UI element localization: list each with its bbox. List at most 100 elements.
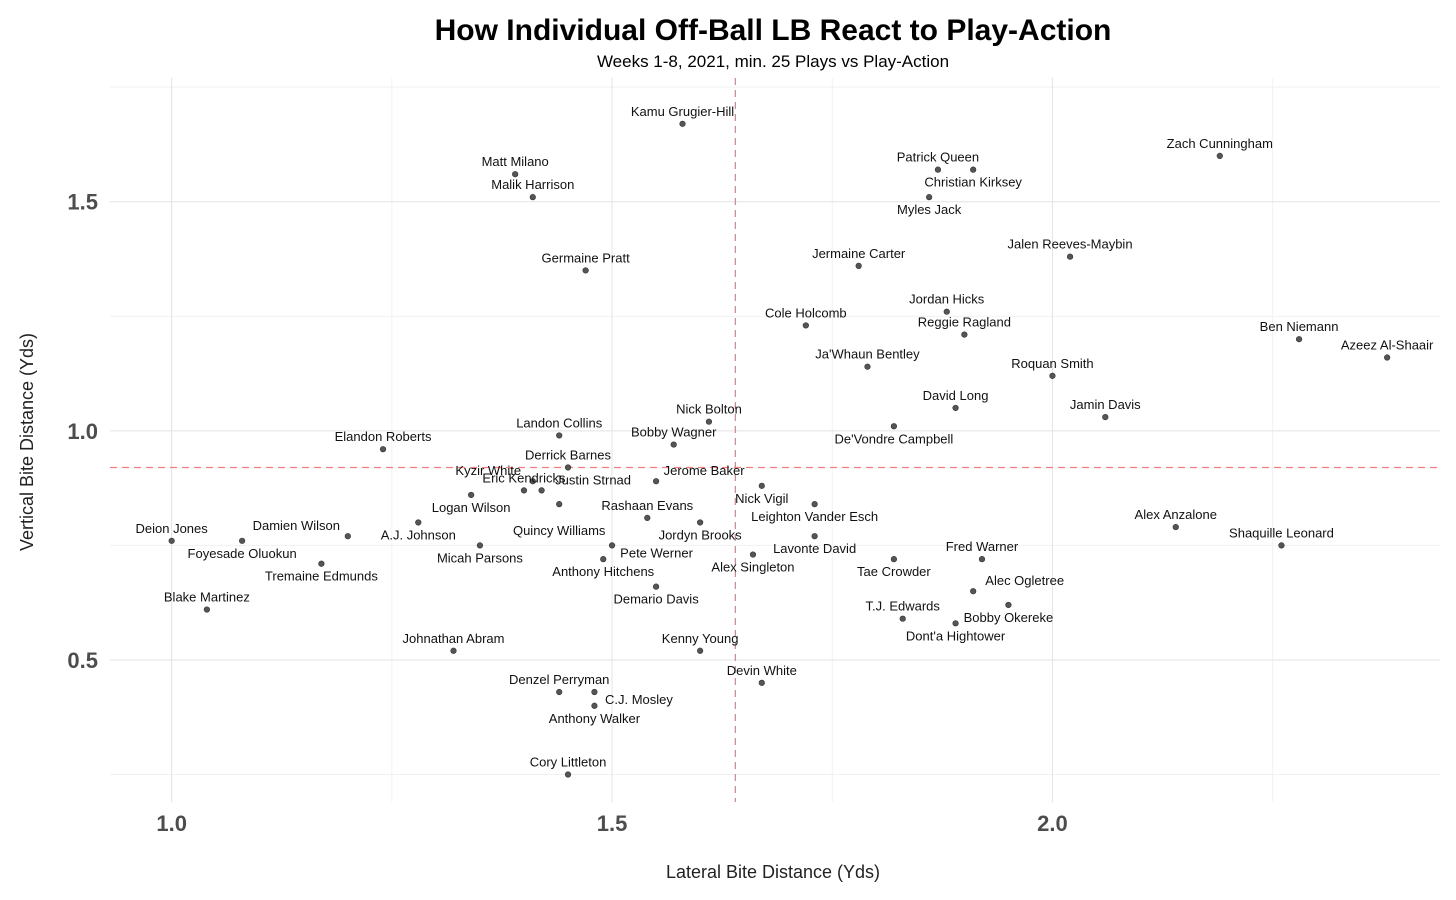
data-point xyxy=(978,556,986,563)
point-label: Tremaine Edmunds xyxy=(265,569,378,584)
data-point xyxy=(864,363,871,370)
x-axis-title: Lateral Bite Distance (Yds) xyxy=(666,862,880,882)
data-points xyxy=(168,120,1391,778)
tick-labels: 1.0 1.5 2.0 0.5 1.0 1.5 xyxy=(67,190,1067,836)
data-point xyxy=(952,404,959,412)
point-label: David Long xyxy=(923,388,989,403)
data-point xyxy=(697,647,704,654)
chart-title: How Individual Off-Ball LB React to Play… xyxy=(435,14,1112,47)
data-point xyxy=(1295,336,1303,343)
data-point xyxy=(758,482,765,489)
point-label: Christian Kirksey xyxy=(924,175,1022,190)
data-point xyxy=(970,166,977,173)
data-point xyxy=(890,556,898,563)
point-label: Quincy Williams xyxy=(513,523,606,538)
data-point xyxy=(468,491,475,499)
data-point xyxy=(811,533,818,540)
point-label: Azeez Al-Shaair xyxy=(1341,338,1434,353)
data-point xyxy=(379,446,387,453)
point-labels: Kamu Grugier-Hill Zach Cunningham Matt Mil… xyxy=(136,104,1435,770)
data-point xyxy=(529,194,536,201)
point-label: Kamu Grugier-Hill xyxy=(631,104,734,119)
point-label: Kenny Young xyxy=(662,631,739,646)
data-point xyxy=(1216,152,1223,159)
point-label: Jalen Reeves-Maybin xyxy=(1008,237,1133,252)
point-label: Cory Littleton xyxy=(530,755,607,770)
x-tick-label: 2.0 xyxy=(1037,811,1068,836)
data-point xyxy=(926,194,933,201)
point-label: Devin White xyxy=(727,663,797,678)
data-point xyxy=(1049,372,1056,379)
point-label: Eric Kendricks xyxy=(482,470,566,485)
point-label: Jermaine Carter xyxy=(812,246,906,261)
point-label: Matt Milano xyxy=(482,154,549,169)
point-label: Alec Ogletree xyxy=(985,573,1064,588)
data-point xyxy=(239,537,246,544)
point-label: Alex Singleton xyxy=(711,560,794,575)
data-point xyxy=(203,606,210,613)
data-point xyxy=(600,556,607,563)
data-point xyxy=(811,501,818,508)
data-point xyxy=(529,478,536,485)
chart-subtitle: Weeks 1-8, 2021, min. 25 Plays vs Play-A… xyxy=(597,52,949,71)
data-point xyxy=(890,423,898,430)
point-label: T.J. Edwards xyxy=(866,599,941,614)
point-label: Reggie Ragland xyxy=(918,315,1011,330)
point-label: Fred Warner xyxy=(946,539,1019,554)
point-label: Denzel Perryman xyxy=(509,672,609,687)
point-label: Lavonte David xyxy=(773,541,856,556)
data-point xyxy=(1102,413,1109,421)
data-point xyxy=(855,262,862,269)
data-point xyxy=(556,501,563,508)
point-label: Dont'a Hightower xyxy=(906,628,1006,643)
point-label: Kyzir White xyxy=(455,463,521,478)
point-label: Rashaan Evans xyxy=(601,498,693,513)
point-label: Malik Harrison xyxy=(491,177,574,192)
data-point xyxy=(1005,601,1012,609)
point-label: Damien Wilson xyxy=(253,518,340,533)
point-label: Landon Collins xyxy=(516,415,603,430)
data-point xyxy=(1278,542,1285,549)
point-label: Nick Bolton xyxy=(676,402,742,417)
data-point xyxy=(591,702,598,709)
data-point xyxy=(520,487,528,494)
data-point xyxy=(952,620,959,627)
point-label: Cole Holcomb xyxy=(765,305,847,320)
point-label: Jordyn Brooks xyxy=(659,527,743,542)
point-label: Deion Jones xyxy=(136,521,209,536)
data-point xyxy=(168,537,175,544)
data-point xyxy=(415,519,422,526)
data-point xyxy=(697,519,704,526)
data-point xyxy=(749,551,757,558)
data-point xyxy=(344,533,351,540)
data-point xyxy=(802,322,809,329)
point-label: Demario Davis xyxy=(613,592,699,607)
data-point xyxy=(970,588,977,595)
point-label: Blake Martinez xyxy=(164,590,250,605)
point-label: A.J. Johnson xyxy=(381,527,456,542)
y-axis-title: Vertical Bite Distance (Yds) xyxy=(17,333,37,551)
point-label: Leighton Vander Esch xyxy=(751,509,878,524)
point-label: Jamin Davis xyxy=(1070,397,1141,412)
data-point xyxy=(705,418,713,425)
data-point xyxy=(582,267,589,274)
point-label: Tae Crowder xyxy=(857,564,931,579)
data-point xyxy=(538,487,545,494)
data-point xyxy=(670,441,677,448)
point-label: Logan Wilson xyxy=(432,500,511,515)
point-label: Johnathan Abram xyxy=(403,631,505,646)
point-label: Myles Jack xyxy=(897,202,962,217)
point-label: Foyesade Oluokun xyxy=(188,546,297,561)
point-label: Zach Cunningham xyxy=(1167,136,1273,151)
data-point xyxy=(318,560,325,567)
data-point xyxy=(564,771,572,778)
point-label: Bobby Wagner xyxy=(631,425,717,440)
data-point xyxy=(556,688,563,696)
point-label: Elandon Roberts xyxy=(335,429,432,444)
point-label: Alex Anzalone xyxy=(1135,507,1217,522)
x-tick-label: 1.5 xyxy=(597,811,628,836)
point-label: De'Vondre Campbell xyxy=(834,431,953,446)
data-point xyxy=(1172,523,1179,531)
data-point xyxy=(943,308,950,315)
